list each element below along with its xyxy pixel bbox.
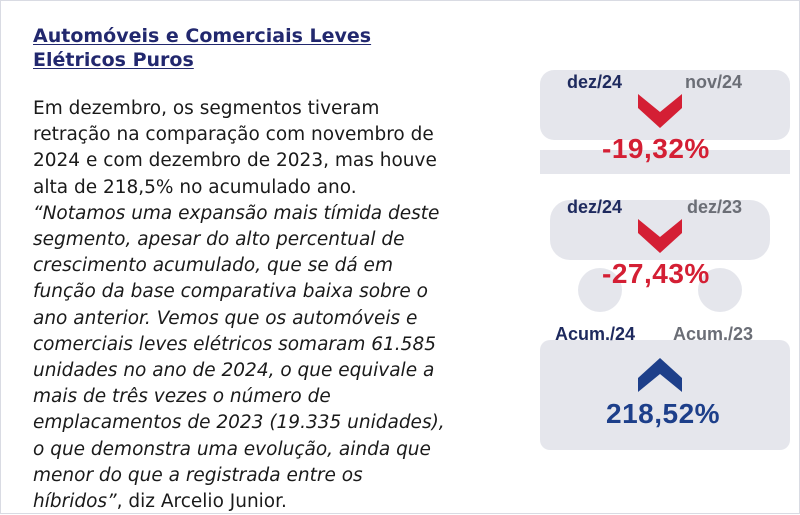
quote-line: o que demonstra uma evolução, ainda que [33, 438, 431, 460]
quote-line: “Notamos uma expansão mais tímida deste [33, 202, 440, 224]
section-title: Automóveis e Comerciais Leves Elétricos … [33, 24, 473, 72]
stat-label-current: Acum./24 [555, 324, 636, 344]
quote-line: função da base comparativa baixa sobre o [33, 281, 428, 303]
paragraph-line: alta de 218,5% no acumulado ano. [33, 176, 357, 198]
down-chevron-icon [638, 94, 682, 128]
quote-end: híbridos” [33, 491, 117, 513]
quote-line: ano anterior. Vemos que os automóveis e [33, 307, 418, 329]
stat-label-compare: nov/24 [685, 72, 743, 92]
stat-label-compare: dez/23 [687, 197, 743, 217]
stat-dez24-vs-dez23: dez/24 dez/23 -27,43% [540, 197, 790, 317]
stat-percentage: -19,32% [602, 133, 710, 164]
paragraph-line: 2024 e com dezembro de 2023, mas houve [33, 150, 437, 172]
down-chevron-icon [638, 219, 682, 253]
quote-line: unidades no ano de 2024, o que equivale … [33, 360, 435, 382]
section-title-line-2: Elétricos Puros [33, 49, 194, 71]
stat-dez24-vs-nov24: dez/24 nov/24 -19,32% [540, 72, 790, 192]
quote-line: menor do que a registrada entre os [33, 464, 363, 486]
stat-label-current: dez/24 [567, 197, 623, 217]
paragraph-line: retração na comparação com novembro de [33, 124, 434, 146]
quote-line: crescimento acumulado, que se dá em [33, 255, 393, 277]
quote-line: emplacamentos de 2023 (19.335 unidades), [33, 412, 445, 434]
quote-last-line: híbridos”, diz Arcelio Junior. [33, 489, 523, 515]
attribution: , diz Arcelio Junior. [116, 491, 287, 513]
quote-line: comerciais leves elétricos somaram 61.58… [33, 333, 436, 355]
stat-percentage: -27,43% [602, 258, 710, 289]
quote-line: mais de três vezes o número de [33, 386, 331, 408]
section-title-line-1: Automóveis e Comerciais Leves [33, 25, 372, 47]
quote-line: segmento, apesar do alto percentual de [33, 229, 405, 251]
stat-label-compare: Acum./23 [673, 324, 754, 344]
stat-acum24-vs-acum23: Acum./24 Acum./23 218,52% [540, 324, 790, 444]
stat-label-current: dez/24 [567, 72, 623, 92]
paragraph-line: Em dezembro, os segmentos tiveram [33, 98, 380, 119]
body-text: Em dezembro, os segmentos tiveram retraç… [33, 96, 523, 515]
up-chevron-icon [638, 358, 682, 392]
stat-percentage: 218,52% [606, 398, 721, 429]
